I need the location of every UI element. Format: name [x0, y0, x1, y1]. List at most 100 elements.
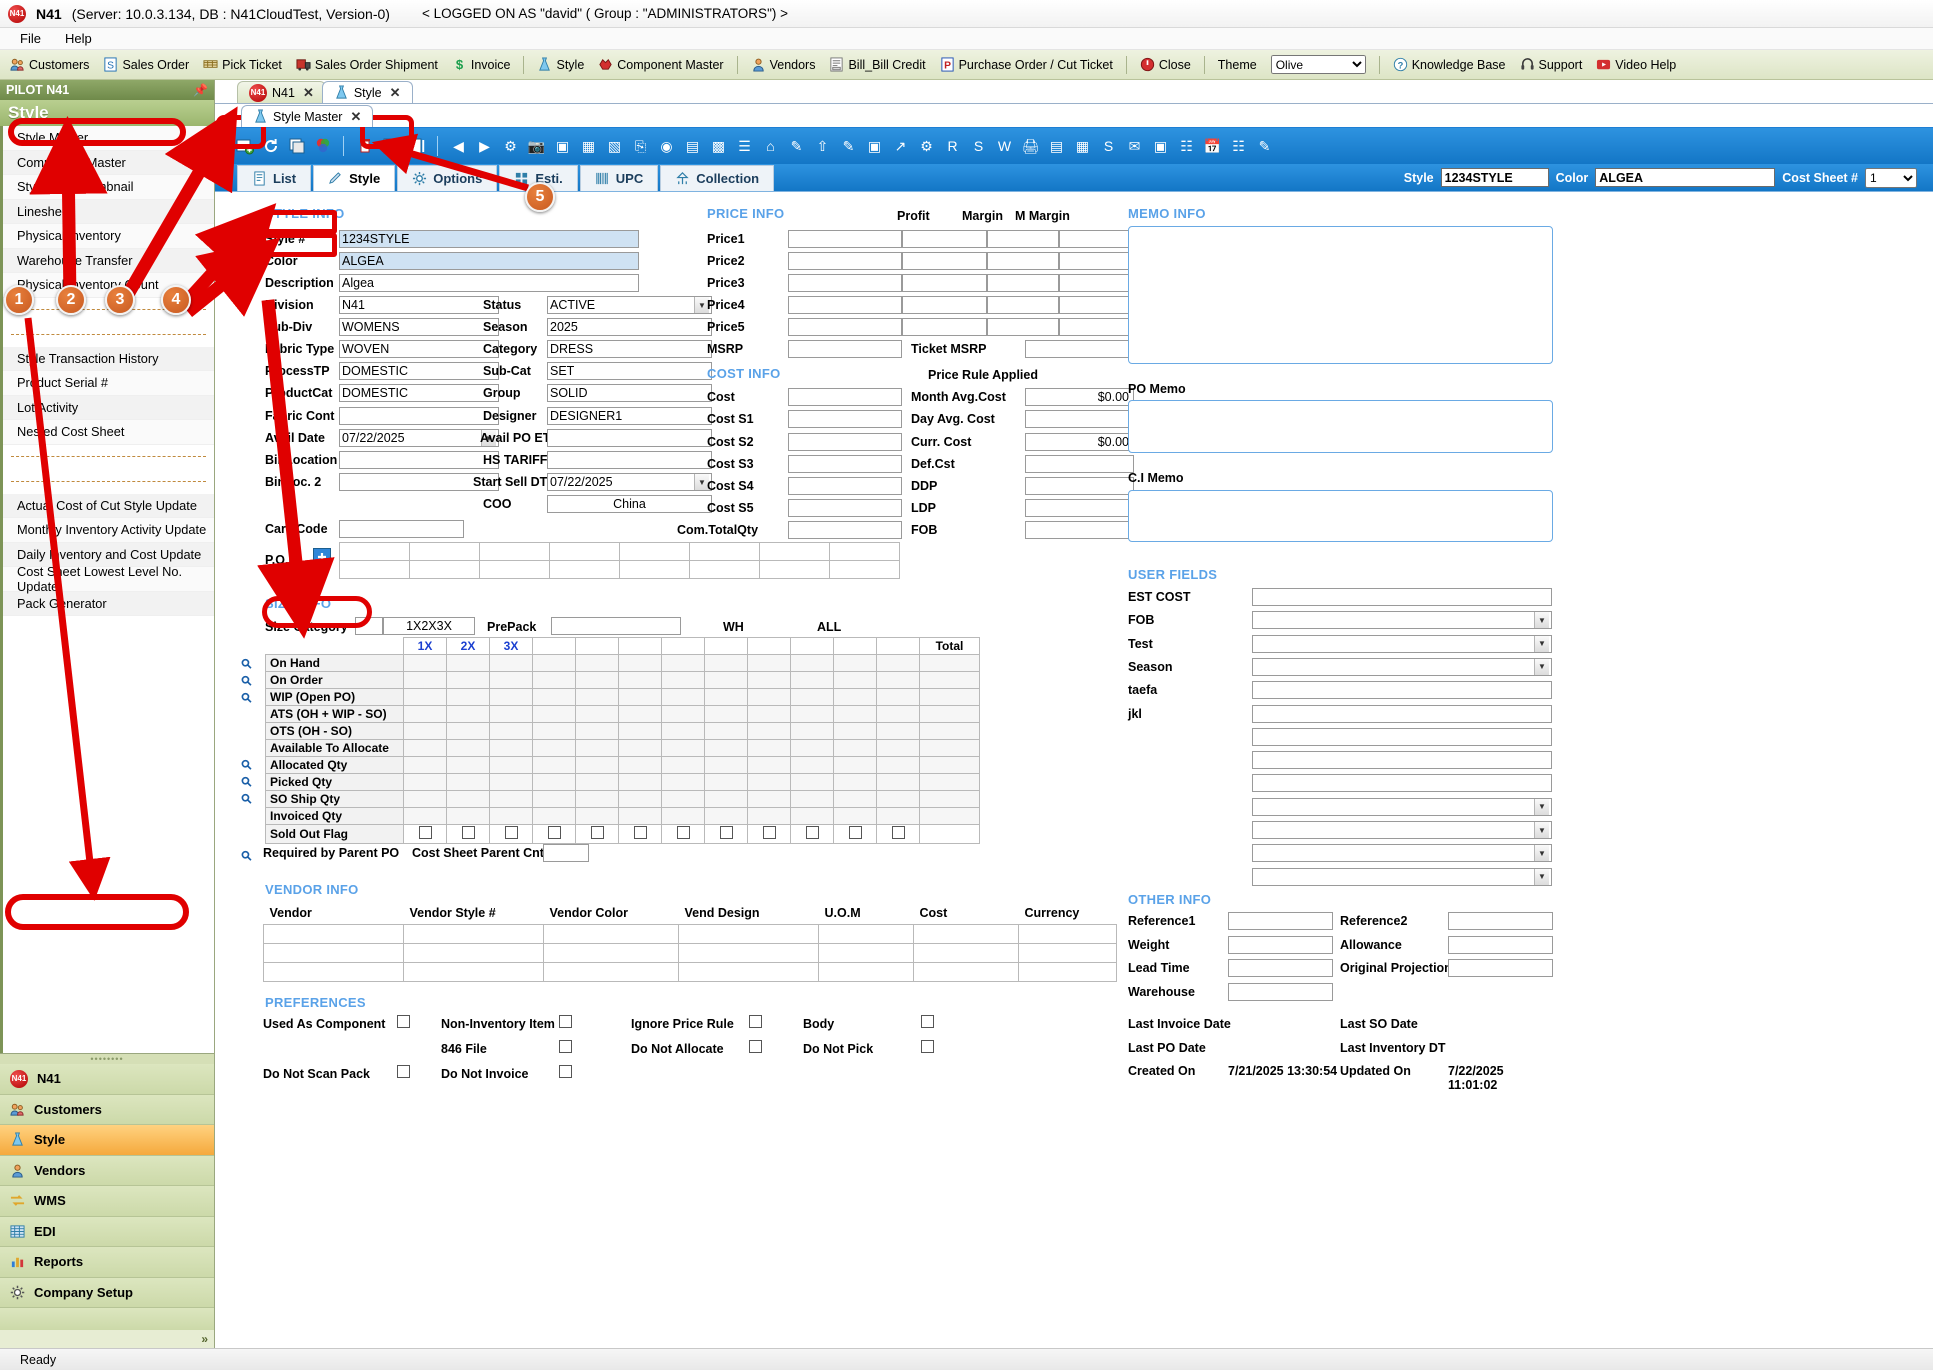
sold-out-flag-cell[interactable]	[489, 824, 533, 844]
size-cell[interactable]	[661, 705, 705, 723]
pin-icon[interactable]: 📌	[193, 83, 208, 97]
vendor-cell[interactable]	[913, 942, 1019, 963]
field-cost-s2[interactable]	[788, 433, 902, 451]
preference-checkbox-6[interactable]	[921, 1040, 934, 1053]
size-cell[interactable]	[833, 688, 877, 706]
field-price1-profit[interactable]	[902, 230, 987, 248]
field-cost[interactable]	[788, 388, 902, 406]
vendor-cell[interactable]	[263, 942, 404, 963]
size-cell[interactable]	[403, 688, 447, 706]
field-cost-sheet-parent-cnt[interactable]	[543, 844, 589, 862]
pom-cell[interactable]	[619, 542, 690, 561]
field-month-avg-cost[interactable]: $0.00	[1025, 388, 1134, 406]
chevron-down-icon[interactable]: ▼	[1534, 798, 1549, 815]
size-cell[interactable]	[790, 671, 834, 689]
sold-out-flag-checkbox[interactable]	[461, 826, 475, 839]
tab-esti[interactable]: Esti.	[499, 165, 578, 191]
sold-out-flag-checkbox[interactable]	[633, 826, 647, 839]
nav-item-vendors[interactable]: Vendors	[0, 1155, 214, 1186]
nav-item-edi[interactable]: EDI	[0, 1216, 214, 1247]
size-cell[interactable]	[876, 739, 920, 757]
vendor-cell[interactable]	[1018, 961, 1117, 982]
size-cell[interactable]	[618, 688, 662, 706]
report-icon[interactable]: R	[947, 138, 958, 154]
size-cell[interactable]	[575, 807, 619, 825]
vendor-cell[interactable]	[913, 961, 1019, 982]
field-price2[interactable]	[788, 252, 902, 270]
size-cell[interactable]	[876, 722, 920, 740]
magnifier-icon-8[interactable]: ⚲	[237, 790, 256, 808]
user-field-input-7[interactable]	[1252, 751, 1552, 770]
field-price1-mmargin[interactable]	[1059, 230, 1134, 248]
size-cell[interactable]	[532, 688, 576, 706]
other-info-field2-0[interactable]	[1448, 912, 1553, 930]
user-field-input-0[interactable]	[1252, 588, 1552, 606]
field-process-tp[interactable]: DOMESTIC	[339, 362, 499, 380]
size-cell[interactable]	[747, 739, 791, 757]
other-info-field2-1[interactable]	[1448, 935, 1553, 954]
export-arrow-icon[interactable]: ↗	[894, 137, 907, 154]
size-cell[interactable]	[489, 739, 533, 757]
sold-out-flag-checkbox[interactable]	[676, 826, 690, 839]
tab-n41-close-icon[interactable]: ✕	[302, 84, 314, 100]
size-cell[interactable]	[704, 756, 748, 774]
sold-out-flag-checkbox[interactable]	[418, 826, 432, 839]
size-cell[interactable]	[403, 654, 447, 672]
size-cell[interactable]	[833, 807, 877, 825]
group-icon[interactable]: ☷	[1232, 137, 1245, 154]
size-cell[interactable]	[747, 773, 791, 791]
field-price2-margin[interactable]	[987, 252, 1059, 270]
magnifier-icon-2[interactable]: ⚲	[237, 688, 256, 707]
sold-out-flag-checkbox[interactable]	[504, 826, 518, 839]
field-division[interactable]: N41	[339, 296, 499, 314]
sold-out-flag-cell[interactable]	[833, 824, 877, 844]
word-icon[interactable]: W	[997, 138, 1012, 154]
list-lines-icon[interactable]: ☰	[738, 137, 751, 154]
module-sales-order[interactable]: S Sales Order	[97, 55, 195, 74]
pilot-item-nested-cost-sheet[interactable]: Nested Cost Sheet	[3, 420, 214, 445]
camera-icon[interactable]: ◉	[660, 137, 673, 154]
vendor-cell[interactable]	[678, 942, 819, 963]
vendor-cell[interactable]	[1018, 942, 1117, 963]
size-cell[interactable]	[489, 790, 533, 808]
size-cell[interactable]	[833, 790, 877, 808]
pom-cell[interactable]	[689, 542, 760, 561]
po-memo-textarea[interactable]	[1128, 400, 1553, 453]
menu-file[interactable]: File	[20, 31, 41, 46]
pom-cell[interactable]	[549, 560, 620, 579]
size-cell[interactable]	[532, 790, 576, 808]
size-cell[interactable]	[532, 807, 576, 825]
sold-out-flag-cell[interactable]	[532, 824, 576, 844]
user-field-input-8[interactable]	[1252, 774, 1552, 793]
size-cell[interactable]	[575, 756, 619, 774]
size-cell[interactable]	[489, 807, 533, 825]
field-price2-mmargin[interactable]	[1059, 252, 1134, 270]
user-field-input-5[interactable]	[1252, 704, 1552, 723]
field-designer[interactable]: DESIGNER1	[547, 407, 712, 425]
size-cell[interactable]	[618, 722, 662, 740]
field-sub-div[interactable]: WOMENS	[339, 318, 499, 336]
field-season[interactable]: 2025	[547, 318, 712, 336]
add-image-icon[interactable]: ✚	[313, 548, 331, 566]
size-cell[interactable]	[661, 756, 705, 774]
field-com-total-qty[interactable]	[788, 521, 902, 539]
preference-checkbox-3[interactable]	[921, 1015, 934, 1028]
pom-cell[interactable]	[549, 542, 620, 561]
size-cell[interactable]	[575, 739, 619, 757]
pom-cell[interactable]	[479, 560, 550, 579]
magnifier-icon-7[interactable]: ⚲	[237, 773, 256, 791]
new-record-icon[interactable]	[233, 135, 256, 158]
preference-checkbox-4[interactable]	[559, 1040, 572, 1053]
chevron-down-icon[interactable]: ▼	[694, 297, 709, 313]
vendor-cell[interactable]	[543, 923, 679, 944]
chevron-down-icon[interactable]: ▼	[1534, 868, 1549, 885]
field-price1-margin[interactable]	[987, 230, 1059, 248]
field-price4-profit[interactable]	[902, 296, 987, 314]
size-cell[interactable]	[489, 773, 533, 791]
field-category[interactable]: DRESS	[547, 340, 712, 358]
other-info-field1-1[interactable]	[1228, 935, 1333, 954]
style-swap-icon[interactable]: ▤	[685, 137, 700, 154]
size-cell[interactable]	[532, 705, 576, 723]
size-cell[interactable]	[403, 671, 447, 689]
duplicate-icon[interactable]: ▣	[867, 137, 882, 154]
